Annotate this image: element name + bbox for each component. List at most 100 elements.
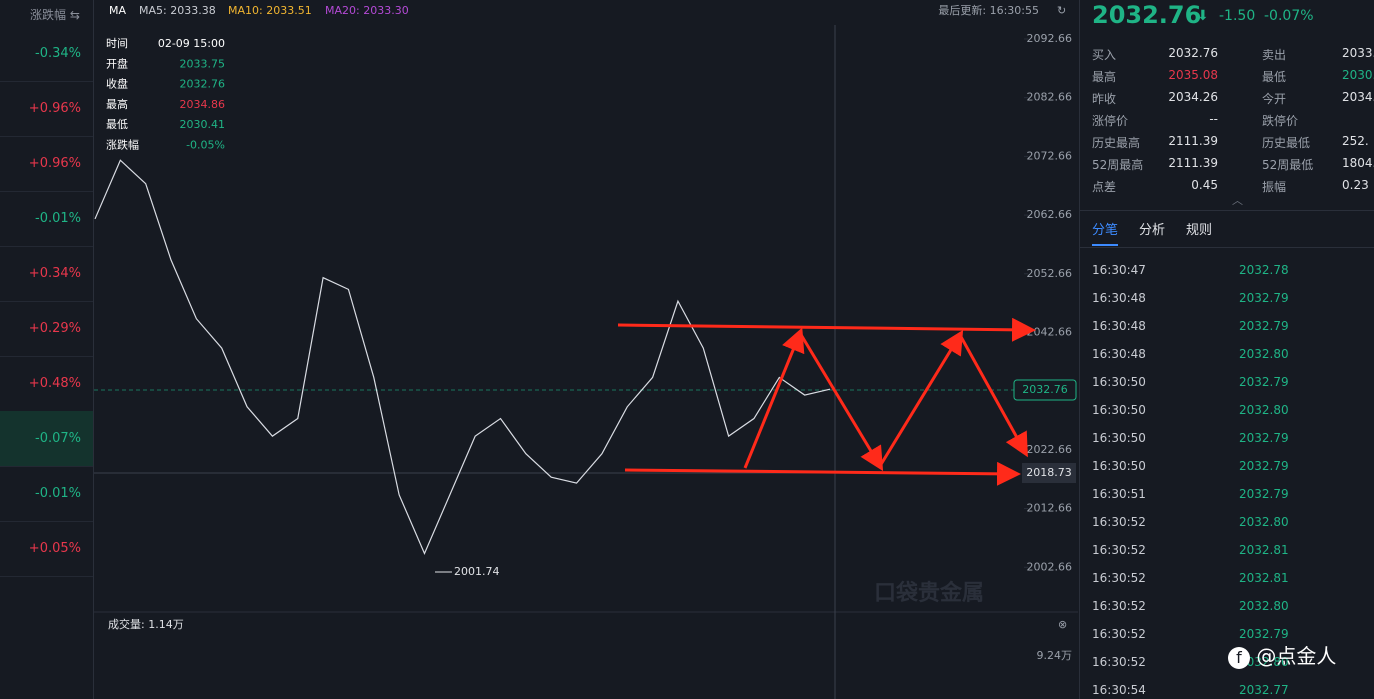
tick-time: 16:30:52 (1092, 599, 1146, 613)
tick-time: 16:30:48 (1092, 319, 1146, 333)
refresh-icon[interactable]: ↻ (1057, 4, 1066, 17)
quote-value: 252. (1342, 134, 1369, 148)
ma10: MA10: 2033.51 (228, 4, 312, 17)
collapse[interactable]: ︿ (1232, 194, 1243, 207)
current-price: 2032.76 (1022, 383, 1068, 396)
tick-time: 16:30:52 (1092, 543, 1146, 557)
list-header: 涨跌幅 ⇆ (30, 8, 80, 22)
tick-time: 16:30:50 (1092, 375, 1146, 389)
list-row[interactable]: +0.34% (0, 246, 93, 302)
info-value: 2034.86 (180, 98, 226, 111)
info-key: 开盘 (106, 56, 128, 70)
y-tick-label: 2002.66 (1027, 560, 1073, 573)
quote-label: 涨停价 (1092, 114, 1129, 128)
support-arrow (624, 461, 1021, 486)
price-line (94, 159, 831, 556)
ma-label: MA (109, 4, 126, 17)
info-key: 最低 (106, 118, 128, 131)
list-row[interactable]: -0.01% (0, 191, 93, 247)
tick-time: 16:30:52 (1092, 627, 1146, 641)
quote-label: 52周最低 (1262, 158, 1314, 172)
list-row[interactable]: +0.96% (0, 81, 93, 137)
tab[interactable]: 分笔 (1092, 219, 1119, 246)
info-key: 涨跌幅 (106, 138, 139, 152)
chart-bg (94, 0, 1078, 699)
y-tick-label: 2072.66 (1027, 149, 1073, 162)
y-tick-label: 2052.66 (1027, 267, 1073, 280)
change-list: 涨跌幅 ⇆ -0.34% +0.96% +0.96% -0.01% +0.34% +0.2… (0, 0, 94, 699)
zigzag-2 (798, 332, 884, 472)
last-update: 最后更新: 16:30:55 (938, 3, 1039, 17)
brand: f @点金人 (1228, 640, 1336, 669)
y-tick-label: 2082.66 (1027, 91, 1073, 104)
volume-title: 成交量: 1.14万 (108, 617, 184, 631)
volume-close[interactable]: ⊗ (1058, 618, 1067, 631)
quote-value: 0.45 (1191, 178, 1218, 192)
ma5: MA5: 2033.38 (139, 4, 216, 17)
quote-label: 跌停价 (1262, 114, 1299, 128)
info-value: -0.05% (186, 139, 225, 152)
quote-value: 2030. (1342, 68, 1374, 82)
tick-price: 2032.79 (1239, 291, 1289, 305)
tick-time: 16:30:50 (1092, 431, 1146, 445)
quote-value: 2111.39 (1168, 134, 1218, 148)
list-value: +0.29% (28, 321, 81, 336)
tick-time: 16:30:54 (1092, 683, 1146, 697)
zigzag-1 (743, 327, 805, 469)
list-row[interactable]: -0.07% (0, 411, 93, 467)
tick-price: 2032.81 (1239, 543, 1289, 557)
quote-value: 1804. (1342, 156, 1374, 170)
list-row[interactable]: +0.29% (0, 301, 93, 357)
tick-price: 2032.79 (1239, 431, 1289, 445)
tick-price: 2032.81 (1239, 571, 1289, 585)
brand-text: @点金人 (1256, 644, 1337, 668)
price-arrow: ⬇ (1197, 8, 1209, 24)
list-value: -0.01% (35, 211, 81, 226)
quote-label: 历史最低 (1262, 136, 1311, 150)
last-price: 2032.76 (1092, 1, 1202, 29)
tick-price: 2032.79 (1239, 459, 1289, 473)
tab[interactable]: 规则 (1186, 223, 1213, 238)
tick-price: 2032.79 (1239, 627, 1289, 641)
info-value: 02-09 15:00 (158, 37, 225, 50)
y-tick-label: 2042.66 (1027, 325, 1073, 338)
list-row[interactable]: +0.05% (0, 521, 93, 577)
list-row[interactable]: +0.48% (0, 356, 93, 412)
quote-value: 2034. (1342, 90, 1374, 104)
tick-time: 16:30:48 (1092, 347, 1146, 361)
zigzag-3 (878, 329, 964, 467)
tick-time: 16:30:52 (1092, 515, 1146, 529)
quote-label: 历史最高 (1092, 136, 1141, 150)
price-pct: -0.07% (1264, 8, 1314, 24)
quote-label: 52周最高 (1092, 158, 1144, 172)
quote-label: 卖出 (1262, 48, 1287, 62)
tick-price: 2032.77 (1239, 683, 1289, 697)
zigzag-4 (958, 334, 1028, 458)
tick-price: 2032.79 (1239, 487, 1289, 501)
y-tick-label: 2092.66 (1027, 32, 1073, 45)
quote-label: 今开 (1262, 92, 1287, 106)
low-label: 2001.74 (454, 565, 500, 578)
list-row[interactable]: -0.01% (0, 466, 93, 522)
quote-label: 最低 (1262, 70, 1287, 84)
list-row[interactable]: -0.34% (0, 26, 93, 82)
tab[interactable]: 分析 (1139, 223, 1166, 238)
list-row[interactable]: +0.96% (0, 136, 93, 192)
tick-time: 16:30:51 (1092, 487, 1146, 501)
quote-value: 2111.39 (1168, 156, 1218, 170)
info-value: 2033.75 (180, 57, 226, 70)
info-key: 收盘 (106, 77, 128, 91)
list-value: +0.34% (28, 266, 81, 281)
tick-time: 16:30:47 (1092, 263, 1146, 277)
info-value: 2032.76 (180, 78, 226, 91)
price-tag (1013, 379, 1077, 401)
price-change: -1.50 (1219, 8, 1256, 24)
quote-label: 买入 (1092, 48, 1117, 62)
tick-time: 16:30:50 (1092, 403, 1146, 417)
quote-value: 2035.08 (1168, 68, 1218, 82)
quote-value: 2032.76 (1168, 46, 1218, 60)
y-tick-label: 2012.66 (1027, 502, 1073, 515)
list-value: +0.48% (28, 376, 81, 391)
tick-price: 2032.80 (1239, 347, 1289, 361)
